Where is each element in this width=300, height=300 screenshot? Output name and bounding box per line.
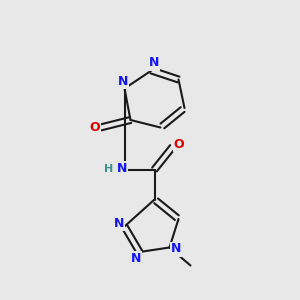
Text: N: N <box>171 242 181 256</box>
Text: N: N <box>117 162 127 176</box>
Text: N: N <box>118 75 128 88</box>
Text: O: O <box>90 121 101 134</box>
Text: N: N <box>149 56 159 70</box>
Text: N: N <box>131 252 141 265</box>
Text: O: O <box>174 138 184 151</box>
Text: N: N <box>114 217 124 230</box>
Text: H: H <box>104 164 113 174</box>
